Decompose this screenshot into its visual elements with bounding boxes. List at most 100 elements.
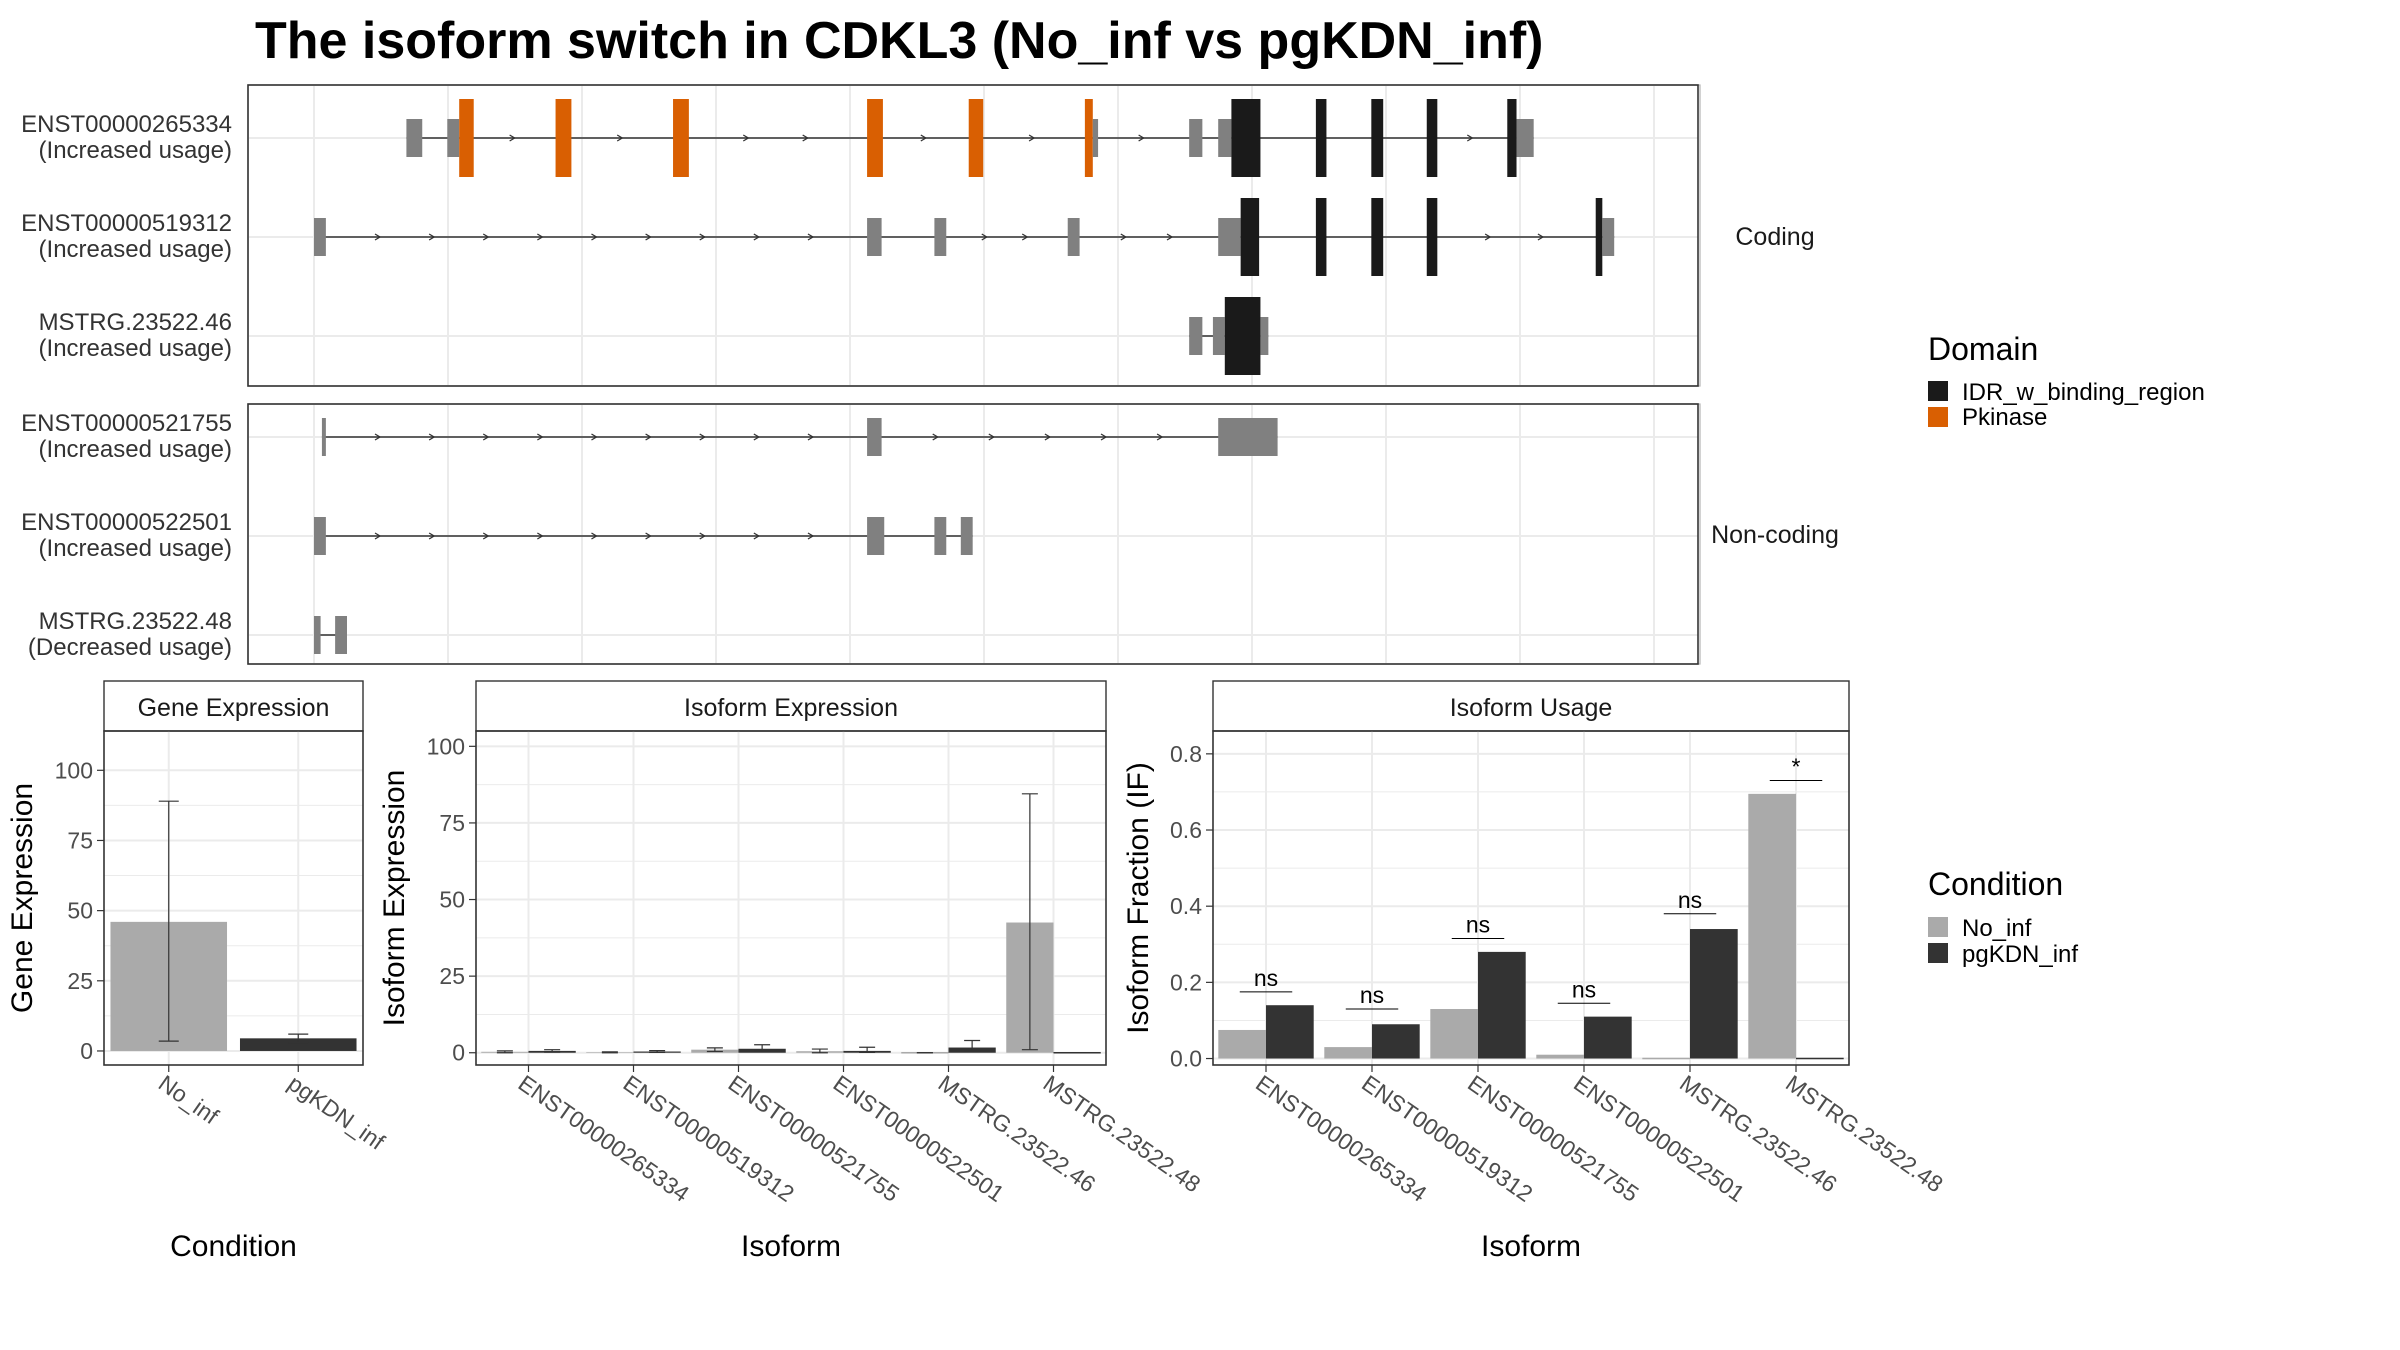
exon-utr — [447, 119, 460, 157]
x-tick-label: pgKDN_inf — [283, 1070, 390, 1155]
strand-arrow — [1044, 433, 1052, 441]
strand-arrow — [742, 134, 750, 142]
strand-arrow — [1484, 233, 1492, 241]
strand-arrow — [1028, 134, 1036, 142]
domain-legend-title: Domain — [1928, 331, 2038, 367]
isoform-usage-label: (Increased usage) — [39, 236, 232, 263]
bar — [1430, 1009, 1478, 1059]
x-tick-label: ENST00000521755 — [1463, 1070, 1643, 1207]
exon-utr — [314, 218, 326, 256]
x-tick-label: ENST00000521755 — [724, 1070, 904, 1207]
panel-border — [103, 730, 364, 1066]
panel-gene-expression: Gene Expression 0 25 50 75 100 No_inf pgKDN_inf… — [6, 680, 390, 1263]
isoform-row: MSTRG.23522.46(Increased usage) — [39, 297, 1269, 375]
isoform-row: ENST00000521755(Increased usage) — [21, 410, 1278, 463]
strand-arrow — [482, 433, 490, 441]
y-axis-title: Isoform Fraction (IF) — [1122, 762, 1155, 1034]
bar — [1266, 1005, 1314, 1059]
exon-utr — [934, 218, 947, 256]
exon-utr — [1067, 218, 1080, 256]
isoform-id-label: ENST00000522501 — [21, 509, 232, 536]
strand-arrow — [374, 233, 382, 241]
exon-utr — [406, 119, 423, 157]
y-tick-label: 100 — [55, 757, 93, 783]
exon-idr-domain — [1426, 99, 1438, 177]
exon-utr — [1602, 218, 1615, 256]
exon-utr — [1218, 218, 1241, 256]
bar — [1748, 793, 1796, 1059]
bar-charts: Gene Expression 0 25 50 75 100 No_inf pgKDN_inf… — [6, 680, 1948, 1263]
strand-arrow — [932, 433, 939, 441]
gene-structure-panel: ENST00000265334(Increased usage)ENST0000… — [21, 84, 1839, 665]
strand-arrow — [920, 134, 928, 142]
exon-utr — [1218, 119, 1232, 157]
coding-strip-label: Coding — [1735, 223, 1814, 251]
isoform-id-label: ENST00000265334 — [21, 111, 232, 138]
isoform-usage-label: (Increased usage) — [39, 436, 232, 463]
y-tick-label: 25 — [439, 963, 465, 989]
strand-arrow — [1156, 433, 1164, 441]
x-axis-title: Isoform — [1481, 1230, 1581, 1263]
strand-arrow — [537, 433, 544, 441]
strand-arrow — [537, 233, 544, 241]
exon-idr-domain — [1315, 198, 1327, 276]
noncoding-strip-label: Non-coding — [1711, 521, 1839, 549]
y-tick-label: 25 — [67, 968, 93, 994]
y-tick-label: 0.2 — [1170, 969, 1202, 995]
exon-utr — [875, 517, 885, 555]
y-tick-label: 0.6 — [1170, 817, 1202, 843]
strand-arrow — [753, 433, 761, 441]
exon-idr-domain — [1595, 198, 1603, 276]
y-tick-label: 50 — [67, 898, 93, 924]
strand-arrow — [981, 233, 989, 241]
strand-arrow — [374, 532, 382, 540]
exon-pkinase-domain — [673, 99, 689, 177]
isoform-row: MSTRG.23522.48(Decreased usage) — [28, 608, 347, 661]
isoform-id-label: MSTRG.23522.48 — [39, 608, 232, 635]
exon-utr — [867, 418, 882, 456]
strand-arrow — [1466, 134, 1474, 142]
panel-border — [475, 730, 1107, 1066]
exon-utr — [1092, 119, 1099, 157]
strand-arrow — [988, 433, 996, 441]
exon-idr-domain — [1240, 198, 1260, 276]
x-tick-label: ENST00000265334 — [1251, 1070, 1432, 1207]
legend-label-no-inf: No_inf — [1962, 915, 2032, 942]
y-tick-label: 100 — [427, 733, 465, 759]
exon-utr — [867, 517, 875, 555]
strand-arrow — [537, 532, 544, 540]
bar — [1478, 951, 1526, 1059]
exon-utr — [1189, 119, 1203, 157]
structure-rows: ENST00000265334(Increased usage)ENST0000… — [21, 99, 1615, 661]
exon-utr — [321, 418, 326, 456]
y-axis-title: Gene Expression — [6, 783, 39, 1013]
significance-label: ns — [1360, 982, 1384, 1008]
strand-arrow — [699, 233, 706, 241]
exon-pkinase-domain — [968, 99, 984, 177]
strip-box — [1212, 680, 1850, 732]
domain-legend: Domain IDR_w_binding_region Pkinase — [1928, 331, 2205, 431]
legend-label-idr: IDR_w_binding_region — [1962, 379, 2205, 406]
exon-utr — [1516, 119, 1534, 157]
bar — [1218, 1029, 1266, 1059]
strand-arrow — [1138, 134, 1145, 142]
x-axis-title: Isoform — [741, 1230, 841, 1263]
isoform-usage-label: (Decreased usage) — [28, 634, 232, 661]
strand-arrow — [645, 532, 652, 540]
strand-arrow — [591, 433, 598, 441]
bar — [1372, 1024, 1420, 1059]
strand-arrow — [1537, 233, 1545, 241]
strand-arrow — [1120, 233, 1128, 241]
exon-idr-domain — [1224, 297, 1261, 375]
y-tick-label: 0 — [452, 1040, 465, 1066]
bar — [1690, 929, 1738, 1059]
exon-pkinase-domain — [1084, 99, 1093, 177]
exon-utr — [314, 616, 321, 654]
strand-arrow — [591, 532, 598, 540]
strand-arrow — [428, 532, 436, 540]
isoform-id-label: MSTRG.23522.46 — [39, 309, 232, 336]
strip-box — [103, 680, 364, 732]
panel-border — [1212, 730, 1850, 1066]
y-tick-label: 0.0 — [1170, 1046, 1202, 1072]
strand-arrow — [616, 134, 624, 142]
